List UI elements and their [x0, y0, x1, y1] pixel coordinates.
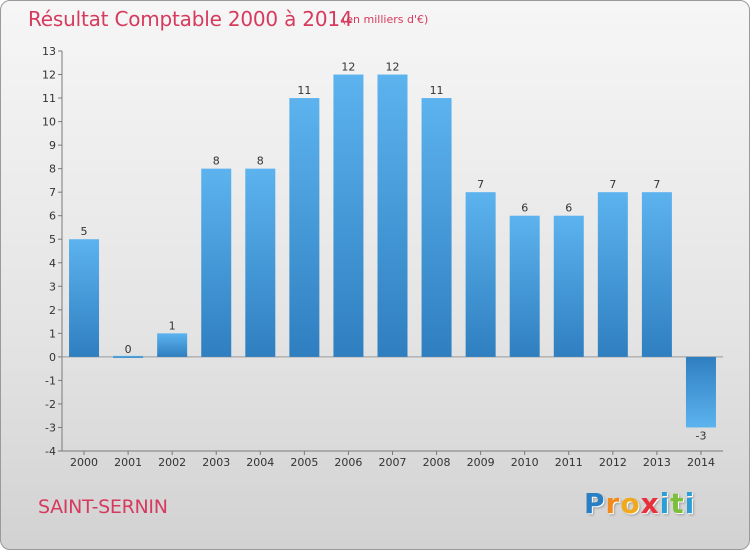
y-tick-label: -2 — [45, 398, 56, 411]
x-tick-label: 2002 — [158, 456, 186, 469]
y-tick-label: 5 — [49, 233, 56, 246]
labels-group: 2000 5 2001 0 2002 1 2003 8 2004 8 2005 11 2006 12 200… — [70, 61, 715, 469]
x-tick-label: 2004 — [246, 456, 274, 469]
bar — [553, 215, 584, 357]
logo-letter: i — [659, 487, 671, 520]
bars-group — [69, 74, 716, 428]
data-label: 12 — [341, 61, 355, 74]
proxiti-logo[interactable]: Proxiti — [584, 487, 695, 520]
x-tick-label: 2010 — [511, 456, 539, 469]
data-label: 12 — [386, 61, 400, 74]
x-tick-label: 2014 — [687, 456, 715, 469]
y-tick-label: -1 — [45, 374, 56, 387]
logo-letter: x — [640, 487, 660, 520]
data-label: 1 — [169, 319, 176, 332]
data-label: 8 — [257, 155, 264, 168]
bar — [377, 74, 408, 357]
data-label: 5 — [81, 225, 88, 238]
data-label: 6 — [521, 202, 528, 215]
bar — [509, 215, 540, 357]
y-tick-label: -3 — [45, 421, 56, 434]
x-tick-label: 2011 — [555, 456, 583, 469]
y-tick-label: 13 — [42, 45, 56, 58]
logo-letter: o — [620, 487, 641, 520]
x-tick-label: 2009 — [467, 456, 495, 469]
data-label: -3 — [695, 429, 706, 442]
bar — [157, 333, 188, 357]
data-label: 11 — [297, 84, 311, 97]
x-tick-label: 2007 — [379, 456, 407, 469]
y-tick-label: 10 — [42, 116, 56, 129]
bar — [289, 98, 320, 357]
data-label: 7 — [653, 178, 660, 191]
data-label: 0 — [125, 343, 132, 356]
chart-subtitle: (en milliers d'€) — [342, 13, 429, 26]
bar — [597, 192, 628, 357]
data-label: 7 — [477, 178, 484, 191]
bar — [641, 192, 672, 357]
y-tick-label: -4 — [45, 445, 56, 458]
logo-letter: i — [684, 487, 696, 520]
data-label: 11 — [430, 84, 444, 97]
chart-title: Résultat Comptable 2000 à 2014 — [28, 7, 353, 31]
bar — [465, 192, 496, 357]
x-tick-label: 2008 — [423, 456, 451, 469]
y-tick-label: 1 — [49, 327, 56, 340]
y-tick-label: 12 — [42, 69, 56, 82]
data-label: 7 — [609, 178, 616, 191]
y-tick-label: 2 — [49, 304, 56, 317]
y-tick-label: 9 — [49, 139, 56, 152]
x-tick-label: 2001 — [114, 456, 142, 469]
x-tick-label: 2006 — [334, 456, 362, 469]
bar — [421, 98, 452, 357]
y-tick-label: 8 — [49, 163, 56, 176]
logo-letter: P — [584, 487, 606, 520]
logo-letter: t — [670, 487, 685, 520]
x-tick-label: 2012 — [599, 456, 627, 469]
y-tick-label: 4 — [49, 257, 56, 270]
bar — [245, 168, 276, 357]
logo-letter: r — [605, 487, 621, 520]
x-tick-label: 2003 — [202, 456, 230, 469]
x-tick-label: 2005 — [290, 456, 318, 469]
bar — [333, 74, 364, 357]
place-name: SAINT-SERNIN — [38, 496, 168, 518]
y-tick-label: 3 — [49, 280, 56, 293]
y-tick-label: 6 — [49, 210, 56, 223]
bar — [69, 239, 100, 357]
y-tick-label: 0 — [49, 351, 56, 364]
bar — [685, 356, 716, 428]
y-tick-label: 11 — [42, 92, 56, 105]
y-tick-label: 7 — [49, 186, 56, 199]
x-tick-label: 2013 — [643, 456, 671, 469]
bar — [113, 355, 144, 358]
x-tick-label: 2000 — [70, 456, 98, 469]
data-label: 6 — [565, 202, 572, 215]
bar — [201, 168, 232, 357]
data-label: 8 — [213, 155, 220, 168]
